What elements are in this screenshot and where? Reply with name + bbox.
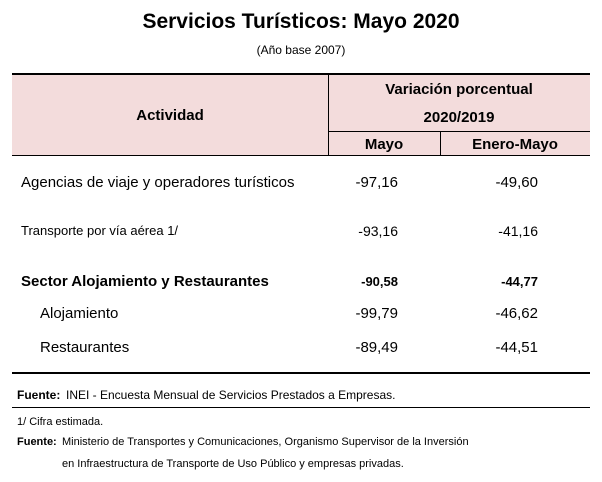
rule: [328, 131, 590, 132]
row-label: Agencias de viaje y operadores turístico…: [21, 174, 295, 191]
cell: -89,49: [355, 339, 398, 356]
column-group-header: Variación porcentual: [385, 81, 533, 98]
source-text: Ministerio de Transportes y Comunicacion…: [62, 436, 469, 448]
cell: -41,16: [498, 223, 538, 239]
source-text: en Infraestructura de Transporte de Uso …: [62, 458, 404, 470]
source-label: Fuente:: [17, 388, 61, 402]
cell: -90,58: [361, 274, 398, 289]
row-label: Alojamiento: [40, 305, 119, 322]
cell: -44,51: [495, 339, 538, 356]
cell: -97,16: [355, 174, 398, 191]
column-header: Enero-Mayo: [472, 136, 558, 153]
header-band: [12, 74, 590, 156]
rule: [12, 155, 590, 156]
row-label: Restaurantes: [40, 339, 130, 356]
cell: -49,60: [495, 174, 538, 191]
cell: -44,77: [501, 274, 538, 289]
title: Servicios Turísticos: Mayo 2020: [142, 10, 460, 33]
rule: [12, 372, 590, 374]
row-label: Sector Alojamiento y Restaurantes: [21, 273, 269, 290]
period-header: 2020/2019: [423, 109, 495, 126]
footnote: 1/ Cifra estimada.: [17, 416, 104, 428]
column-header: Actividad: [136, 107, 204, 124]
cell: -93,16: [358, 223, 398, 239]
rule: [328, 74, 329, 156]
rule: [440, 131, 441, 156]
rule: [12, 407, 590, 408]
subtitle: (Año base 2007): [256, 43, 346, 57]
cell: -46,62: [495, 305, 538, 322]
row-label: Transporte por vía aérea 1/: [21, 223, 179, 238]
column-header: Mayo: [364, 136, 404, 153]
source-text: INEI - Encuesta Mensual de Servicios Pre…: [66, 388, 396, 402]
cell: -99,79: [355, 305, 398, 322]
source-label: Fuente:: [17, 436, 57, 448]
rule: [12, 73, 590, 75]
